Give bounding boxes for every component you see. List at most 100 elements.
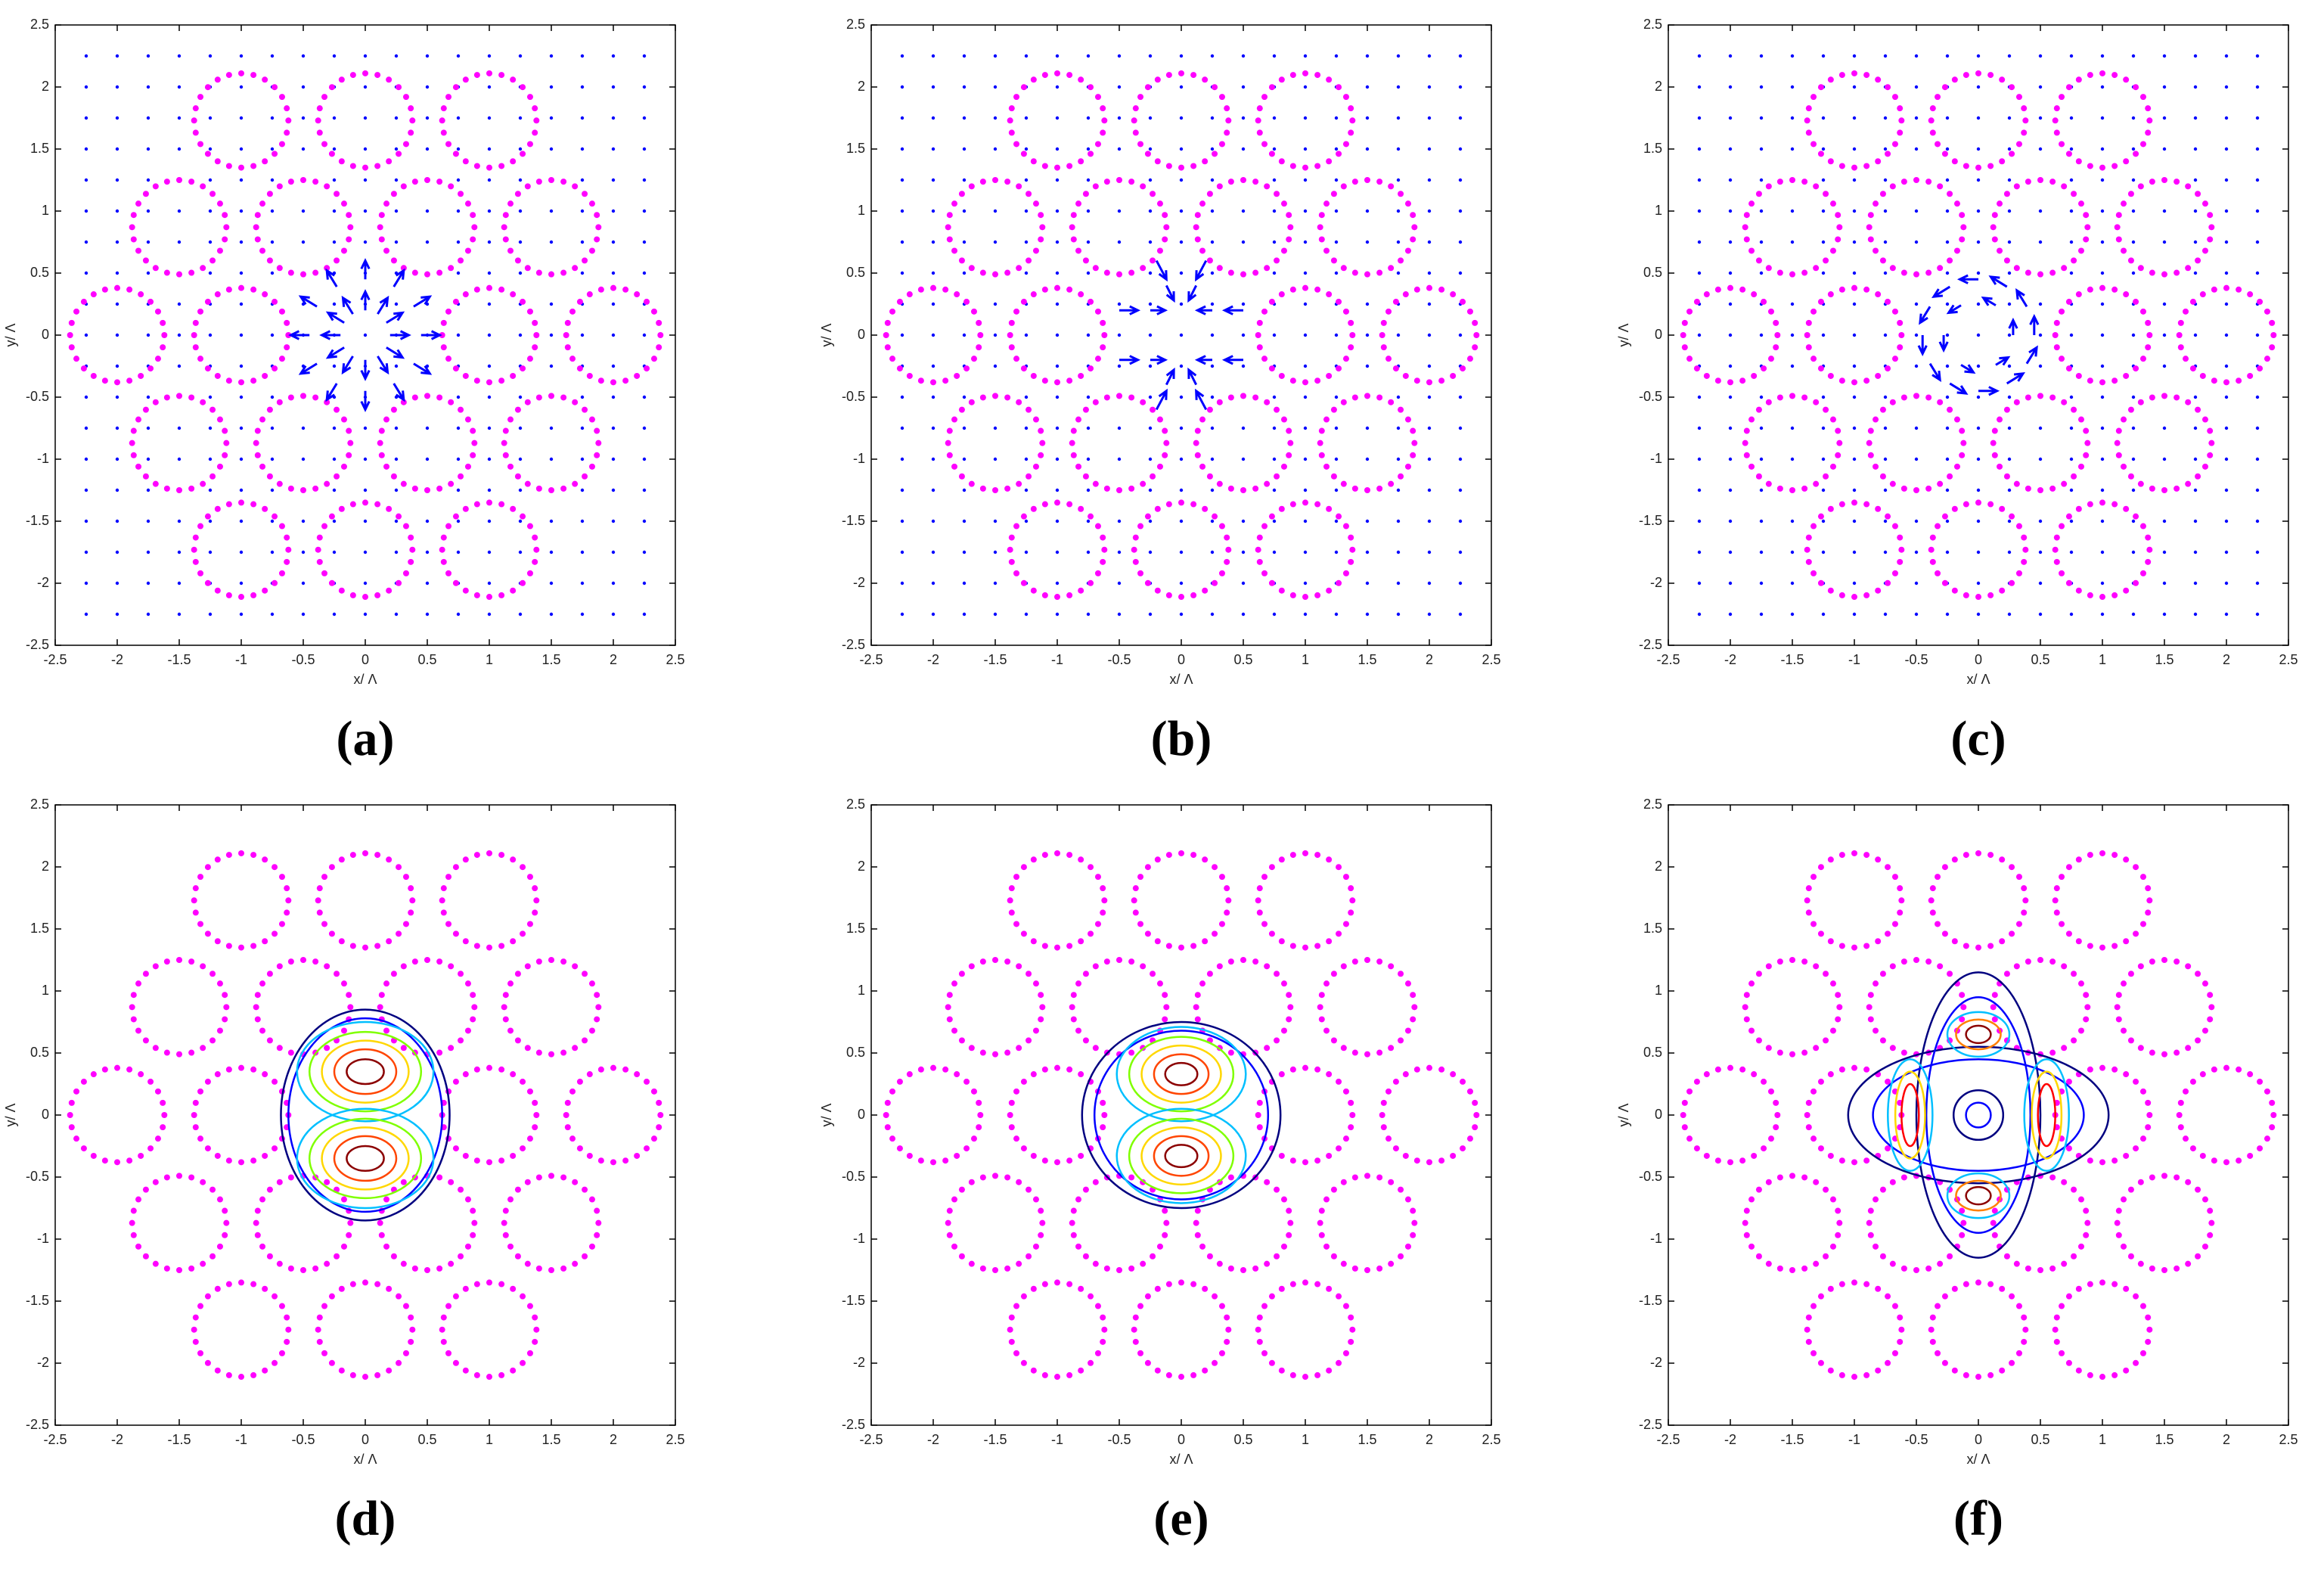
hole-dot (1897, 105, 1904, 112)
y-tick-label: -2 (1650, 1355, 1662, 1370)
hole-dot (278, 308, 285, 315)
x-tick-label: -2 (927, 1432, 939, 1447)
hole-dot (129, 224, 135, 231)
hole-dot (1041, 1066, 1048, 1073)
hole-dot (1743, 1207, 1750, 1214)
field-point (2100, 519, 2105, 523)
hole-dot (2189, 1078, 2196, 1085)
hole-dot (622, 286, 629, 293)
hole-dot (1767, 1088, 1774, 1095)
hole-dot (462, 158, 469, 165)
hole-dot (501, 224, 507, 231)
field-point (1055, 240, 1060, 244)
hole-dot (1755, 1037, 1762, 1044)
hole-dot (1066, 72, 1073, 79)
field-point (2224, 116, 2229, 120)
hole-dot (470, 1232, 476, 1238)
hole-dot (126, 286, 133, 293)
field-point (1055, 581, 1060, 586)
hole-dot (1900, 179, 1907, 185)
hole-dot (2207, 1016, 2214, 1023)
x-tick-label: 2 (1426, 1432, 1433, 1447)
hole-dot (445, 570, 452, 576)
field-point (993, 85, 998, 89)
hole-dot (1020, 513, 1027, 520)
hole-dot (1278, 856, 1285, 863)
hole-dot (1348, 344, 1354, 351)
field-point (425, 147, 430, 151)
hole-dot (1686, 308, 1693, 315)
hole-dot (222, 1207, 228, 1214)
hole-dot (1165, 1371, 1172, 1378)
field-point (1790, 209, 1795, 213)
contour-line (1955, 1179, 2002, 1212)
hole-dot (1066, 852, 1073, 859)
hole-dot (2065, 84, 2072, 91)
hole-dot (2049, 485, 2056, 492)
hole-dot (328, 1293, 335, 1300)
hole-dot (1789, 487, 1795, 493)
hole-dot (2189, 298, 2196, 305)
hole-dot (2111, 943, 2118, 949)
hole-dot (1212, 930, 1218, 937)
hole-dot (1261, 141, 1268, 148)
field-point (239, 488, 244, 492)
field-point (1086, 612, 1091, 617)
hole-dot (284, 105, 290, 112)
field-point (2162, 519, 2167, 523)
hole-dot (1314, 377, 1321, 384)
field-point (363, 54, 368, 58)
hole-dot (1100, 105, 1106, 112)
hole-dot (1101, 897, 1108, 904)
hole-dot (188, 269, 195, 276)
hole-dot (324, 265, 330, 272)
field-point (1055, 85, 1060, 89)
hole-dot (1376, 269, 1383, 276)
hole-dot (452, 84, 459, 91)
field-point (332, 426, 337, 430)
hole-dot (1810, 356, 1817, 362)
field-point (2007, 116, 2012, 120)
hole-dot (1953, 463, 1960, 470)
hole-dot (992, 957, 998, 963)
hole-dot (1951, 938, 1958, 945)
hole-dot (2084, 224, 2091, 231)
hole-dot (67, 332, 73, 338)
field-point (2162, 550, 2167, 554)
field-point (518, 54, 523, 58)
hole-dot (548, 1267, 554, 1273)
field-point (1427, 519, 1432, 523)
field-point (2069, 147, 2074, 151)
hole-dot (2139, 1303, 2146, 1309)
hole-dot (930, 284, 936, 291)
hole-dot (1999, 505, 2006, 512)
hole-dot (204, 298, 211, 305)
hole-dot (1937, 963, 1944, 970)
field-point (642, 54, 647, 58)
arrow (2025, 345, 2038, 365)
hole-dot (340, 247, 347, 254)
hole-dot (1836, 1004, 1843, 1011)
hole-dot (1997, 416, 2003, 423)
hole-dot (126, 377, 133, 384)
field-point (332, 519, 337, 523)
hole-dot (2021, 129, 2028, 136)
contour-line (1164, 1061, 1199, 1086)
hole-dot (507, 463, 514, 470)
hole-dot (1342, 570, 1349, 576)
hole-dot (209, 1037, 216, 1044)
hole-dot (1289, 286, 1296, 293)
arrow (1119, 305, 1141, 315)
arrow (325, 346, 345, 359)
hole-dot (2208, 440, 2215, 446)
field-point (1821, 271, 1826, 275)
field-point (1303, 519, 1308, 523)
field-point (993, 302, 998, 306)
hole-dot (271, 151, 278, 157)
hole-dot (1703, 372, 1710, 379)
hole-dot (1913, 177, 1919, 183)
hole-dot (334, 191, 340, 197)
arrow (1150, 305, 1168, 315)
hole-dot (1348, 1338, 1354, 1345)
hole-dot (1773, 344, 1779, 351)
